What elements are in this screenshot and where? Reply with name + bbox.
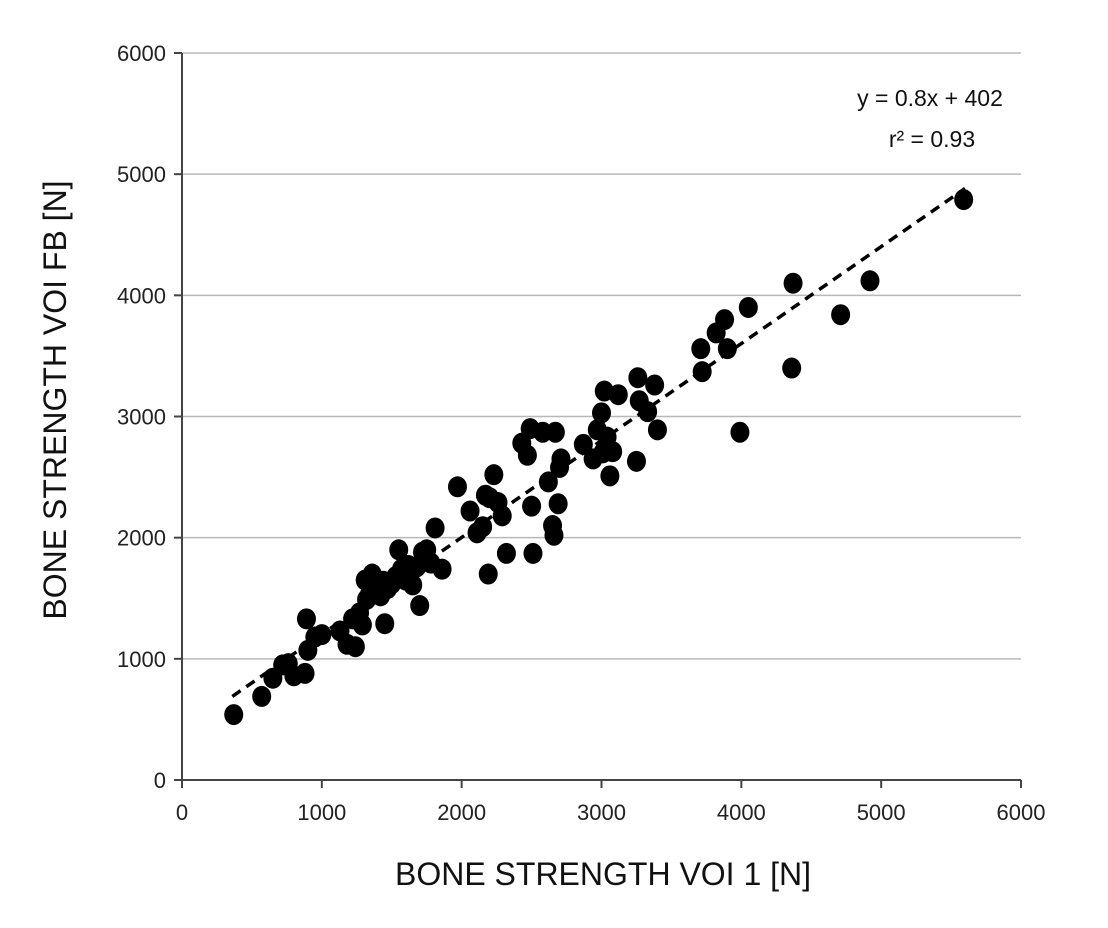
data-point	[730, 421, 750, 443]
data-point	[551, 448, 571, 470]
data-point	[484, 464, 504, 486]
data-point	[460, 500, 480, 522]
data-point	[473, 516, 493, 538]
data-point	[573, 433, 593, 455]
trendline-group	[231, 187, 967, 698]
data-point	[628, 367, 648, 389]
data-point	[447, 476, 467, 498]
x-tick-label: 6000	[997, 800, 1046, 825]
data-point	[638, 401, 658, 423]
data-point	[647, 419, 667, 441]
data-point	[860, 270, 880, 292]
y-tick-label: 1000	[117, 647, 166, 672]
data-point	[691, 338, 711, 360]
data-point	[478, 563, 498, 585]
data-point	[517, 444, 537, 466]
x-tick-label: 3000	[577, 800, 626, 825]
r-squared-annotation: r² = 0.93	[889, 126, 975, 152]
data-point	[603, 441, 623, 463]
data-point	[492, 505, 512, 527]
data-point	[432, 558, 452, 580]
data-point	[345, 636, 365, 658]
trendline	[231, 187, 967, 698]
data-point	[783, 272, 803, 294]
data-point	[715, 309, 735, 331]
data-point	[295, 662, 315, 684]
x-tick-label: 1000	[297, 800, 346, 825]
data-point	[252, 685, 272, 707]
equation-annotation: y = 0.8x + 402	[857, 85, 1003, 111]
data-point	[608, 384, 628, 406]
data-point	[224, 704, 244, 726]
y-tick-labels: 0 1000 2000 3000 4000 5000 6000	[117, 41, 182, 793]
data-point	[496, 542, 516, 564]
data-point	[782, 357, 802, 379]
data-point	[425, 517, 445, 539]
data-point	[410, 595, 430, 617]
data-point	[548, 493, 568, 515]
data-point	[954, 189, 974, 211]
data-point	[352, 614, 372, 636]
data-point	[389, 539, 409, 561]
data-point	[626, 450, 646, 472]
x-axis-title: BONE STRENGTH VOI 1 [N]	[395, 856, 811, 892]
data-point	[403, 574, 423, 596]
data-point	[522, 495, 542, 517]
x-tick-label: 4000	[717, 800, 766, 825]
data-point	[692, 361, 712, 383]
data-point	[592, 402, 611, 424]
y-tick-label: 6000	[117, 41, 166, 66]
data-point	[544, 524, 564, 546]
data-point	[645, 374, 665, 396]
x-tick-label: 5000	[857, 800, 906, 825]
x-tick-labels: 0 1000 2000 3000 4000 5000 6000	[176, 780, 1046, 825]
y-axis-title: BONE STRENGTH VOI FB [N]	[37, 180, 73, 619]
data-point	[296, 608, 316, 630]
data-point	[717, 338, 737, 360]
y-tick-label: 4000	[117, 283, 166, 308]
data-point	[545, 421, 565, 443]
data-point	[538, 471, 558, 493]
data-point	[312, 624, 332, 646]
data-point	[375, 613, 395, 635]
data-point	[831, 304, 851, 326]
data-point	[600, 465, 620, 487]
data-points	[224, 189, 974, 726]
y-tick-label: 3000	[117, 405, 166, 430]
y-tick-label: 0	[154, 768, 166, 793]
x-tick-label: 2000	[437, 800, 486, 825]
data-point	[738, 296, 758, 318]
x-tick-label: 0	[176, 800, 188, 825]
y-tick-label: 2000	[117, 526, 166, 551]
y-tick-label: 5000	[117, 162, 166, 187]
data-point	[523, 542, 543, 564]
